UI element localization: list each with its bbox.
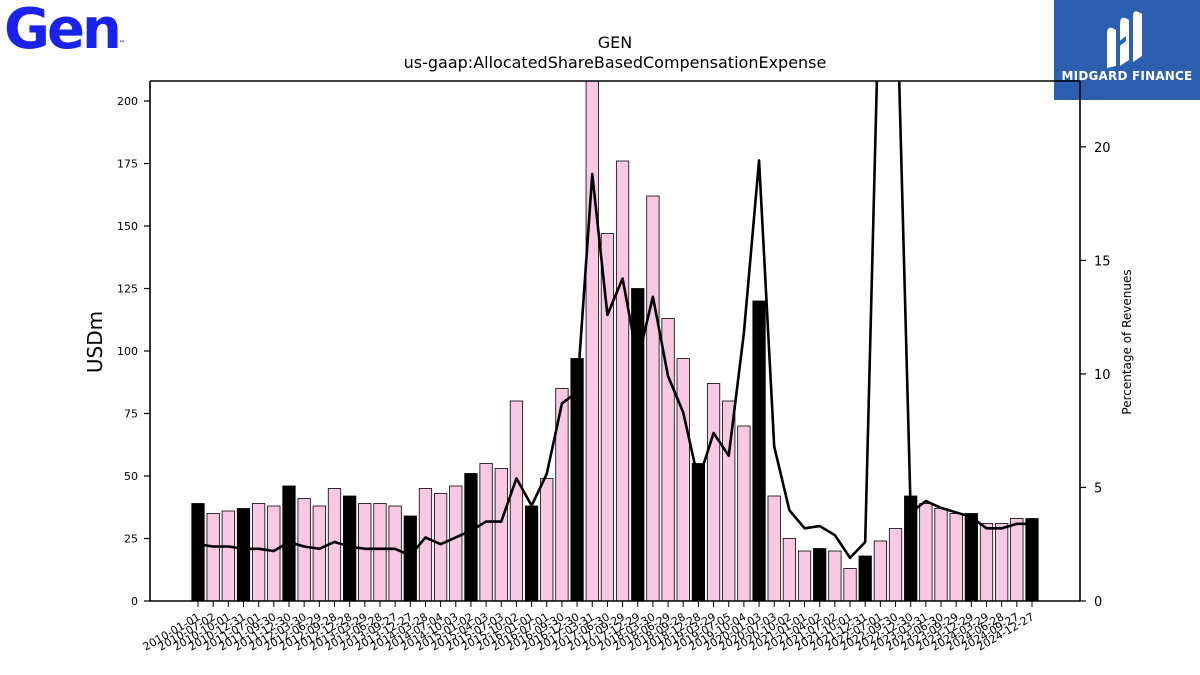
- bar: [252, 503, 266, 601]
- line-layer: [197, 81, 1032, 560]
- bar: [403, 515, 417, 601]
- bar: [570, 358, 584, 601]
- bar: [343, 495, 357, 601]
- gen-logo: Gen™: [4, 0, 125, 62]
- bar: [979, 523, 994, 601]
- bar: [797, 550, 812, 601]
- bar: [964, 513, 978, 601]
- y2-tick-label: 10: [1094, 368, 1111, 383]
- gen-logo-trademark: ™: [118, 40, 125, 47]
- y2-tick-label: 0: [1094, 595, 1102, 610]
- midgard-m-icon: [1107, 11, 1142, 68]
- bar: [358, 503, 372, 601]
- y-tick-label: 25: [124, 533, 138, 546]
- bar: [888, 528, 903, 601]
- bar: [221, 510, 235, 601]
- bar: [297, 498, 311, 601]
- bar: [191, 503, 205, 601]
- y2-tick-label: 5: [1094, 481, 1102, 496]
- bar: [873, 540, 887, 601]
- bar: [449, 485, 463, 601]
- y2-tick-label: 15: [1094, 254, 1111, 269]
- bar: [995, 523, 1009, 601]
- y-tick-label: 125: [117, 283, 138, 296]
- series-line: [197, 81, 1032, 560]
- bar: [479, 463, 493, 601]
- bar: [267, 505, 281, 601]
- bar: [949, 513, 963, 601]
- chart-subtitle: us-gaap:AllocatedShareBasedCompensationE…: [404, 53, 827, 72]
- y-tick-label: 150: [117, 220, 138, 233]
- y2-axis-label: Percentage of Revenues: [1120, 269, 1134, 414]
- gen-logo-text: Gen: [4, 0, 122, 62]
- bar: [464, 473, 478, 601]
- y-tick-label: 200: [117, 95, 138, 108]
- midgard-finance-badge: MIDGARD FINANCE: [1054, 0, 1200, 100]
- bar: [1025, 518, 1039, 601]
- y2-tick-label: 20: [1094, 141, 1111, 156]
- bar: [706, 383, 721, 601]
- bar: [312, 505, 326, 601]
- bar: [373, 503, 387, 601]
- bar: [388, 505, 402, 601]
- y-tick-label: 75: [124, 408, 138, 421]
- bar: [782, 538, 796, 601]
- y-tick-label: 175: [117, 158, 138, 171]
- bar: [934, 508, 948, 601]
- bar: [661, 318, 675, 601]
- bar: [828, 550, 842, 601]
- bar: [206, 513, 220, 601]
- chart-title: GEN: [598, 33, 632, 52]
- bar: [540, 478, 554, 601]
- bar: [555, 388, 569, 601]
- bar: [509, 400, 524, 601]
- y-axis-label: USDm: [83, 311, 107, 373]
- bar: [752, 300, 766, 601]
- bars-layer: [191, 81, 1039, 601]
- bar: [615, 160, 630, 601]
- y-tick-label: 0: [131, 595, 138, 608]
- bar: [646, 195, 660, 601]
- bar: [737, 425, 751, 601]
- bar: [418, 488, 433, 601]
- bar: [585, 81, 599, 601]
- bar: [767, 495, 781, 601]
- bar: [600, 233, 615, 601]
- bar: [919, 503, 933, 601]
- bar: [494, 468, 508, 601]
- axes-layer: 0255075100125150175200051015202010-01-01…: [117, 80, 1111, 654]
- y-tick-label: 100: [117, 345, 138, 358]
- bar: [524, 505, 539, 601]
- bar: [631, 288, 645, 601]
- bar: [858, 555, 872, 601]
- y-tick-label: 50: [124, 470, 138, 483]
- bar: [236, 508, 251, 601]
- bar: [433, 493, 448, 601]
- midgard-finance-name: MIDGARD FINANCE: [1061, 69, 1193, 83]
- bar: [1010, 518, 1024, 601]
- bar: [843, 568, 857, 601]
- bar: [691, 463, 706, 601]
- bar: [676, 358, 690, 601]
- bar: [813, 548, 827, 601]
